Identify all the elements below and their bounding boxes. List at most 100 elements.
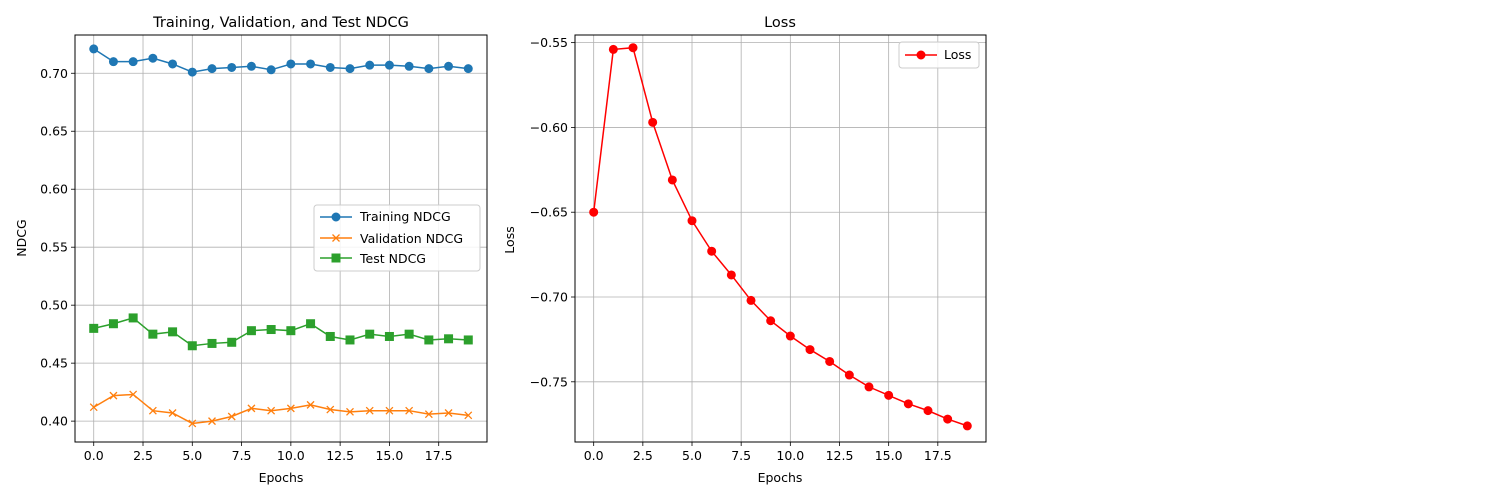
data-point-training-ndcg [128,57,138,67]
data-point-training-ndcg [365,60,375,70]
data-point-loss [962,421,972,431]
loss-ytick-label: −0.65 [530,205,568,220]
loss-chart-axes-frame [574,34,987,443]
loss-xtick-label: 10.0 [776,448,804,463]
data-point-loss [687,216,697,226]
legend-marker-training-ndcg [331,212,341,222]
loss-xtick-label: 2.5 [633,448,653,463]
data-point-validation-ndcg [306,400,315,409]
ndcg-chart-xlabel: Epochs [259,470,304,485]
legend-marker-validation-ndcg [332,234,340,242]
data-point-loss [864,382,874,392]
data-point-test-ndcg [463,335,473,345]
legend-label-test-ndcg: Test NDCG [359,251,426,266]
ndcg-ytick-label: 0.50 [40,298,68,313]
data-point-validation-ndcg [208,417,216,426]
loss-chart: Loss Epochs Loss 0.0 2.5 5.0 7.5 10.0 12.5 15.… [502,15,987,485]
loss-chart-ylabel: Loss [502,226,517,253]
ndcg-xtick-label: 10.0 [277,448,305,463]
data-point-validation-ndcg [168,409,177,417]
series-line-validation-ndcg [93,393,469,425]
ndcg-chart-legend: Training NDCG Validation NDCG Test NDCG [313,204,481,272]
data-point-loss [844,370,854,380]
ndcg-ytick-label: 0.40 [40,414,68,429]
loss-xtick-label: 5.0 [682,448,702,463]
loss-chart-title: Loss [764,15,796,31]
data-point-test-ndcg [286,326,296,336]
ndcg-xtick-label: 17.5 [425,448,453,463]
data-point-validation-ndcg [464,411,473,420]
loss-ytick-label: −0.55 [530,35,568,50]
ndcg-ytick-label: 0.70 [40,66,68,81]
data-point-training-ndcg [384,60,394,70]
ndcg-legend-box [313,204,481,272]
ndcg-xtick-label: 5.0 [182,448,202,463]
data-point-training-ndcg [325,62,335,72]
loss-ytick-label: −0.70 [530,290,568,305]
data-point-training-ndcg [187,67,197,77]
data-point-loss [766,316,776,326]
data-point-test-ndcg [227,337,237,347]
data-point-training-ndcg [424,64,434,74]
loss-chart-ticks: 0.0 2.5 5.0 7.5 10.0 12.5 15.0 17.5 −0.75 −0.70 −0… [530,35,952,463]
data-point-test-ndcg [345,335,355,345]
legend-label-validation-ndcg: Validation NDCG [360,231,463,246]
data-point-test-ndcg [168,327,178,337]
ndcg-ytick-label: 0.55 [40,240,68,255]
loss-chart-series [589,43,972,431]
loss-xtick-label: 12.5 [826,448,854,463]
data-point-loss [903,399,913,409]
legend-marker-test-ndcg [331,253,341,263]
data-point-loss [608,44,618,54]
data-point-training-ndcg [207,64,217,74]
legend-label-loss: Loss [944,47,971,62]
data-point-test-ndcg [384,331,394,341]
ndcg-chart-title: Training, Validation, and Test NDCG [152,15,409,31]
data-point-test-ndcg [306,319,316,329]
data-point-validation-ndcg [365,406,374,415]
data-point-validation-ndcg [286,404,295,413]
data-point-loss [628,43,638,53]
ndcg-xtick-label: 2.5 [133,448,153,463]
data-point-validation-ndcg [267,406,276,415]
data-point-training-ndcg [306,59,316,69]
ndcg-ytick-label: 0.65 [40,124,68,139]
data-point-test-ndcg [128,313,138,323]
data-point-training-ndcg [148,53,158,63]
loss-ytick-label: −0.75 [530,374,568,389]
data-point-validation-ndcg [148,406,157,415]
loss-xtick-label: 15.0 [875,448,903,463]
ndcg-chart-ticks: 0.0 2.5 5.0 7.5 10.0 12.5 15.0 17.5 0.40 0.45 0.50… [40,66,452,463]
data-point-loss [923,406,933,416]
data-point-loss [785,331,795,341]
ndcg-chart-axes-frame [74,34,488,443]
data-point-training-ndcg [168,59,178,69]
loss-chart-legend: Loss [898,41,980,69]
data-point-test-ndcg [148,329,158,339]
data-point-training-ndcg [266,65,276,75]
ndcg-chart-ylabel: NDCG [14,219,29,256]
loss-xtick-label: 7.5 [731,448,751,463]
ndcg-chart-series [89,44,473,428]
data-point-training-ndcg [246,61,256,71]
data-point-training-ndcg [89,44,99,54]
loss-chart-xlabel: Epochs [758,470,803,485]
loss-ytick-label: −0.60 [530,120,568,135]
data-point-validation-ndcg [129,390,138,399]
data-point-loss [884,390,894,400]
data-point-test-ndcg [404,329,414,339]
data-point-test-ndcg [108,319,118,329]
ndcg-xtick-label: 7.5 [232,448,252,463]
legend-marker-loss [916,50,926,60]
data-point-training-ndcg [108,57,118,67]
data-point-training-ndcg [345,64,355,74]
loss-chart-grid [575,35,986,442]
data-point-validation-ndcg [385,406,394,415]
ndcg-ytick-label: 0.60 [40,182,68,197]
data-point-loss [943,414,953,424]
data-point-test-ndcg [187,341,197,351]
loss-xtick-label: 0.0 [584,448,604,463]
data-point-validation-ndcg [109,391,118,400]
data-point-validation-ndcg [405,406,414,415]
